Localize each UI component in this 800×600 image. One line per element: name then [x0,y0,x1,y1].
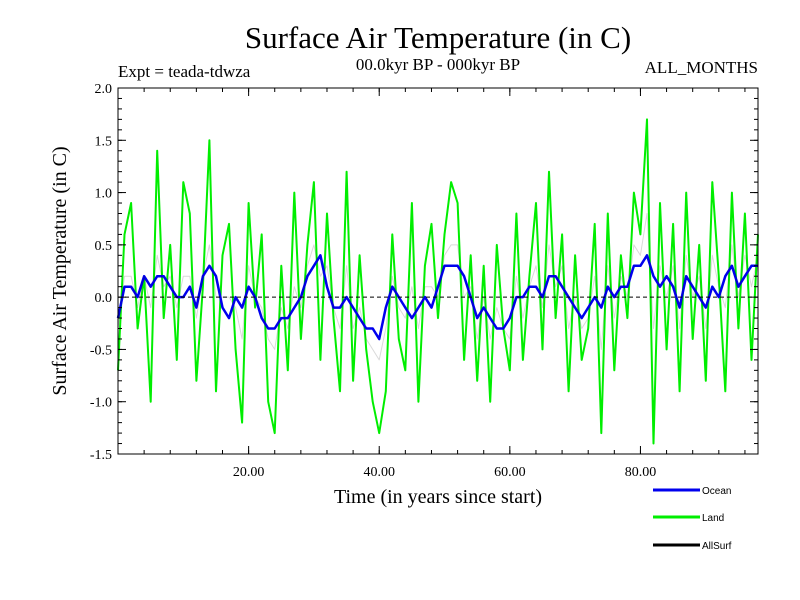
y-tick-label: 0.5 [95,239,113,254]
series-line-land [117,118,759,445]
plot-frame [117,87,759,455]
y-tick-label: 1.0 [95,187,113,202]
x-tick-label: 80.00 [625,465,657,480]
y-tick-label: -1.0 [90,396,112,411]
y-tick-label: -0.5 [90,343,112,358]
y-tick-label: 0.0 [95,291,113,306]
legend: Ocean Land AllSurf [653,486,732,552]
y-tick-label: 1.5 [95,134,113,149]
x-tick-label: 20.00 [233,465,265,480]
y-axis-label: Surface Air Temperature (in C) [49,146,71,395]
y-tick-label: 2.0 [95,82,113,97]
series-line-ocean [116,254,758,341]
series-layer [116,118,759,445]
chart-subtitle-period: 00.0kyr BP - 000kyr BP [356,55,520,74]
x-axis-label: Time (in years since start) [334,486,542,508]
tick-layer: -1.5 -1.0 -0.5 0.0 0.5 1.0 1.5 2.0 20.00 40.00 60.… [90,82,758,480]
chart-subtitle-months: ALL_MONTHS [645,58,758,77]
y-tick-label: -1.5 [90,448,112,463]
x-tick-label: 40.00 [363,465,395,480]
chart-subtitle-experiment: Expt = teada-tdwza [118,62,251,81]
legend-label-land: Land [702,513,724,524]
x-tick-label: 60.00 [494,465,526,480]
chart-title: Surface Air Temperature (in C) [245,20,631,55]
legend-label-allsurf: AllSurf [702,541,732,552]
legend-label-ocean: Ocean [702,486,731,497]
